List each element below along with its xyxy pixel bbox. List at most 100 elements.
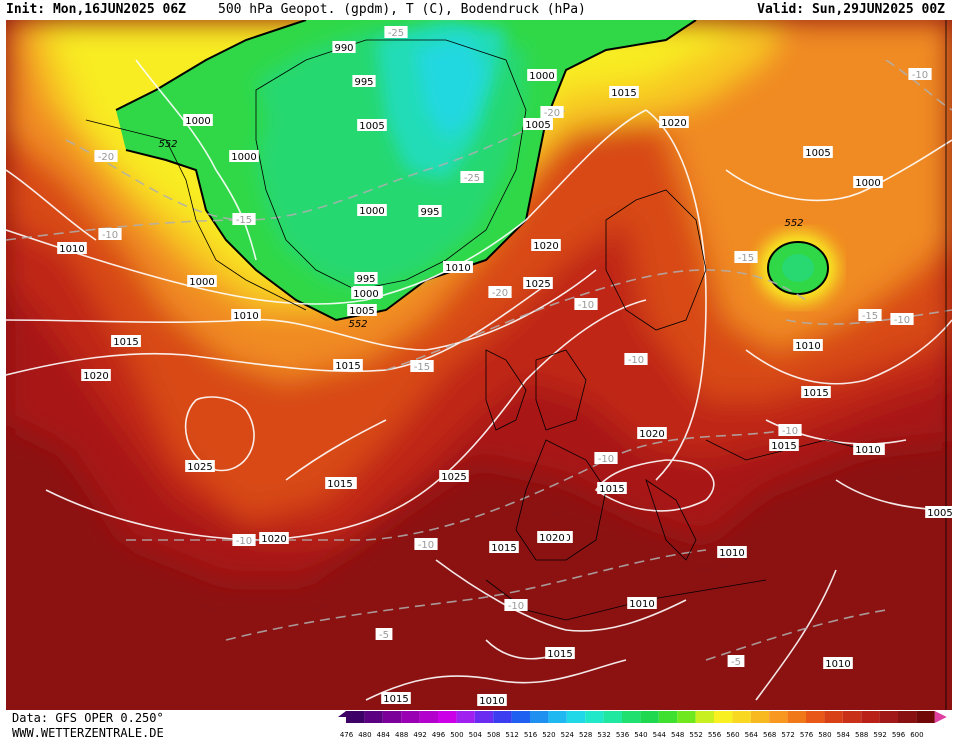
isobar-label-box xyxy=(637,427,667,439)
scale-swatch xyxy=(879,711,898,723)
geopotential-contours xyxy=(115,20,829,322)
isobar-label: 1010 xyxy=(59,244,84,255)
isobar-label-box xyxy=(357,119,387,131)
isobar-label-box xyxy=(351,287,381,299)
isotherm-label: -15 xyxy=(414,362,430,373)
scale-tick-label: 572 xyxy=(781,731,794,739)
scale-tick-label: 484 xyxy=(377,731,391,739)
scale-tick-label: 492 xyxy=(413,731,426,739)
isobar-label: 1010 xyxy=(719,548,744,559)
data-source: Data: GFS OPER 0.250° xyxy=(12,711,164,725)
isobar-label: 1015 xyxy=(547,649,572,660)
isobar-label-box xyxy=(659,116,689,128)
isobar-label-box xyxy=(333,359,363,371)
isobar-label-box xyxy=(187,275,217,287)
isobar-label: 1005 xyxy=(359,121,384,132)
scale-swatch xyxy=(566,711,586,723)
isotherm-label: -10 xyxy=(236,536,252,547)
isobar-label-box xyxy=(523,118,553,130)
scale-swatch xyxy=(824,711,843,723)
isobar-label-box xyxy=(111,335,141,347)
map-footer: Data: GFS OPER 0.250° WWW.WETTERZENTRALE… xyxy=(0,710,959,741)
scale-swatch xyxy=(769,711,788,723)
isobar-label: 1025 xyxy=(525,279,550,290)
isobar-label: 995 xyxy=(354,77,373,88)
scale-tick-label: 528 xyxy=(579,731,592,739)
scale-swatch xyxy=(898,711,917,723)
isotherm-label-box xyxy=(540,106,564,118)
scale-tick-label: 516 xyxy=(524,731,538,739)
isobar-label-box xyxy=(325,477,355,489)
scale-tick-label: 560 xyxy=(726,731,739,739)
scale-tick-label: 580 xyxy=(818,731,831,739)
isobar-label: 1000 xyxy=(855,178,880,189)
isobar-label-box xyxy=(57,242,87,254)
scale-tick-label: 596 xyxy=(892,731,906,739)
isobar-label: 1025 xyxy=(441,472,466,483)
scale-tick-label: 536 xyxy=(616,731,630,739)
scale-tick-label: 576 xyxy=(800,731,814,739)
isobar-label: 1010 xyxy=(233,311,258,322)
isotherm-label: -15 xyxy=(236,215,252,226)
isobar-label: 1010 xyxy=(795,341,820,352)
isotherm-label-box xyxy=(504,599,528,611)
scale-swatch xyxy=(622,711,641,723)
isotherm-label-box xyxy=(734,251,758,263)
scale-tick-label: 500 xyxy=(450,731,463,739)
scale-swatch xyxy=(438,711,457,723)
isobar-label-box xyxy=(925,506,952,518)
isobar-label-box xyxy=(531,239,561,251)
scale-swatch xyxy=(861,711,880,723)
isotherm-label: -25 xyxy=(388,28,404,39)
isobar-label: 1000 xyxy=(185,116,210,127)
isobar-label: 1000 xyxy=(359,206,384,217)
isobar-label: 1020 xyxy=(83,371,108,382)
isotherm-label-box xyxy=(858,309,882,321)
isobar-label-box xyxy=(354,272,378,284)
isotherm-label: -15 xyxy=(738,253,754,264)
coastlines xyxy=(85,20,947,710)
isobar-label: 1025 xyxy=(187,462,212,473)
isobar-label-box xyxy=(381,692,411,704)
isotherm-label-box xyxy=(460,171,484,183)
isobar-label-box xyxy=(545,647,575,659)
isobar-label: 995 xyxy=(356,274,375,285)
isobar-label: 1010 xyxy=(445,263,470,274)
isobar-label-box xyxy=(81,369,111,381)
isobar-label-box xyxy=(347,304,377,316)
scale-tick-label: 544 xyxy=(653,731,667,739)
isotherm-label: -10 xyxy=(102,230,118,241)
scale-swatch xyxy=(456,711,475,723)
isotherm-label: -10 xyxy=(628,355,644,366)
isobar-label-box xyxy=(185,460,215,472)
isotherm-label: -20 xyxy=(98,152,114,163)
scale-swatch xyxy=(474,711,494,723)
isotherm-label: -25 xyxy=(464,173,480,184)
weather-map[interactable]: 990 995 1000 1005 1000 995 1000 1000 1005 1015 102… xyxy=(6,20,952,710)
website-credit: WWW.WETTERZENTRALE.DE xyxy=(12,726,164,740)
isobar-label-box xyxy=(229,150,259,162)
contour-labels: 990 995 1000 1005 1000 995 1000 1000 1005 1015 102… xyxy=(57,26,952,707)
scale-swatch xyxy=(493,711,512,723)
scale-tick-label: 584 xyxy=(837,731,851,739)
isobar-label: 1000 xyxy=(189,277,214,288)
isobar-label-box xyxy=(477,694,507,706)
isobar-label-box xyxy=(801,386,831,398)
scale-tick-label: 512 xyxy=(505,731,518,739)
scale-tick-label: 488 xyxy=(395,731,408,739)
isotherm-label-box xyxy=(574,298,598,310)
isobar-label-box xyxy=(803,146,833,158)
scale-swatch xyxy=(346,711,365,723)
scale-swatch xyxy=(806,711,825,723)
scale-right-arrow xyxy=(934,711,947,723)
isotherm-label-box xyxy=(594,452,618,464)
valid-time: Valid: Sun,29JUN2025 00Z xyxy=(757,2,945,17)
isobar-label-box xyxy=(443,261,473,273)
isotherm-label-box xyxy=(410,360,434,372)
isobar-label: 1005 xyxy=(525,120,550,131)
isotherm-label: -10 xyxy=(782,426,798,437)
isotherm-label: -10 xyxy=(418,540,434,551)
isobar-label: 995 xyxy=(420,207,439,218)
scale-swatch xyxy=(677,711,696,723)
isobar-label-box xyxy=(418,205,442,217)
